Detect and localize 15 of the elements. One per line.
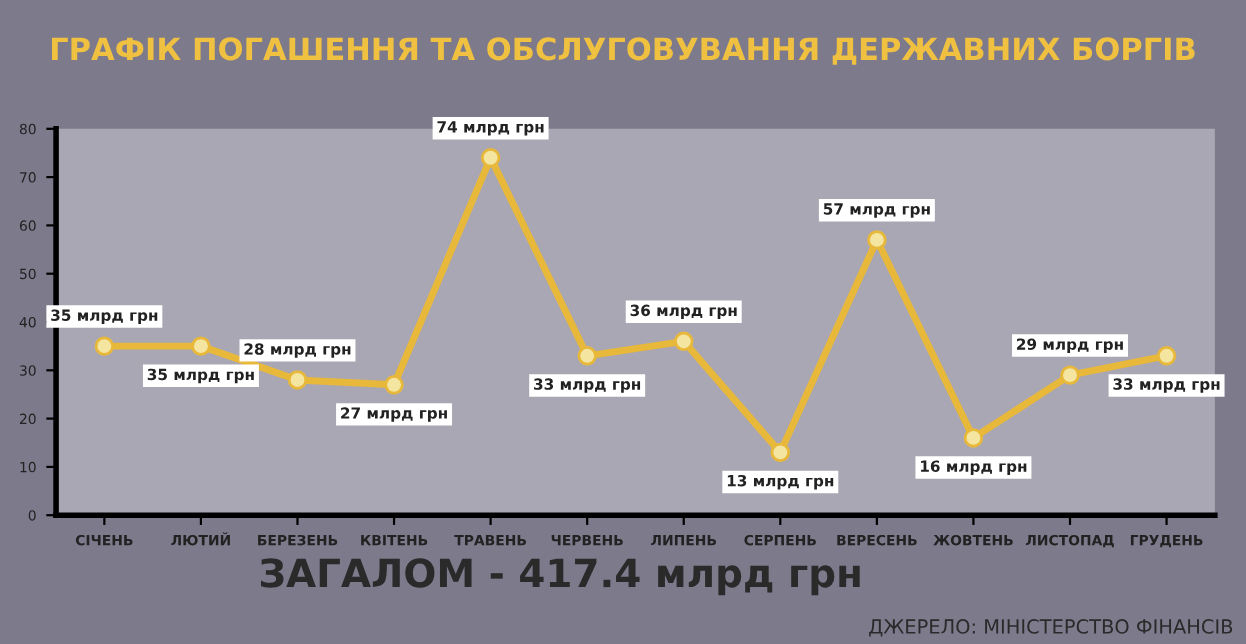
point [287,370,308,390]
point [94,336,115,356]
point [1156,346,1177,366]
point [1060,365,1080,385]
text: ЗАГАЛОМ - 417.4 млрд грн [261,558,860,596]
text: ДЖЕРЕЛО: МІНІСТЕРСТВО ФІНАНСІВ [869,619,1233,637]
point [480,148,501,168]
point [674,331,694,352]
point [867,230,887,250]
point [963,428,984,448]
point [577,346,597,366]
point [191,336,211,356]
point [770,442,791,463]
chart-title: ГРАФІК ПОГАШЕННЯ ТА ОБСЛУГОВУВАННЯ ДЕРЖАВНИХ БОРГІВ [52,37,1195,65]
point [384,375,404,395]
